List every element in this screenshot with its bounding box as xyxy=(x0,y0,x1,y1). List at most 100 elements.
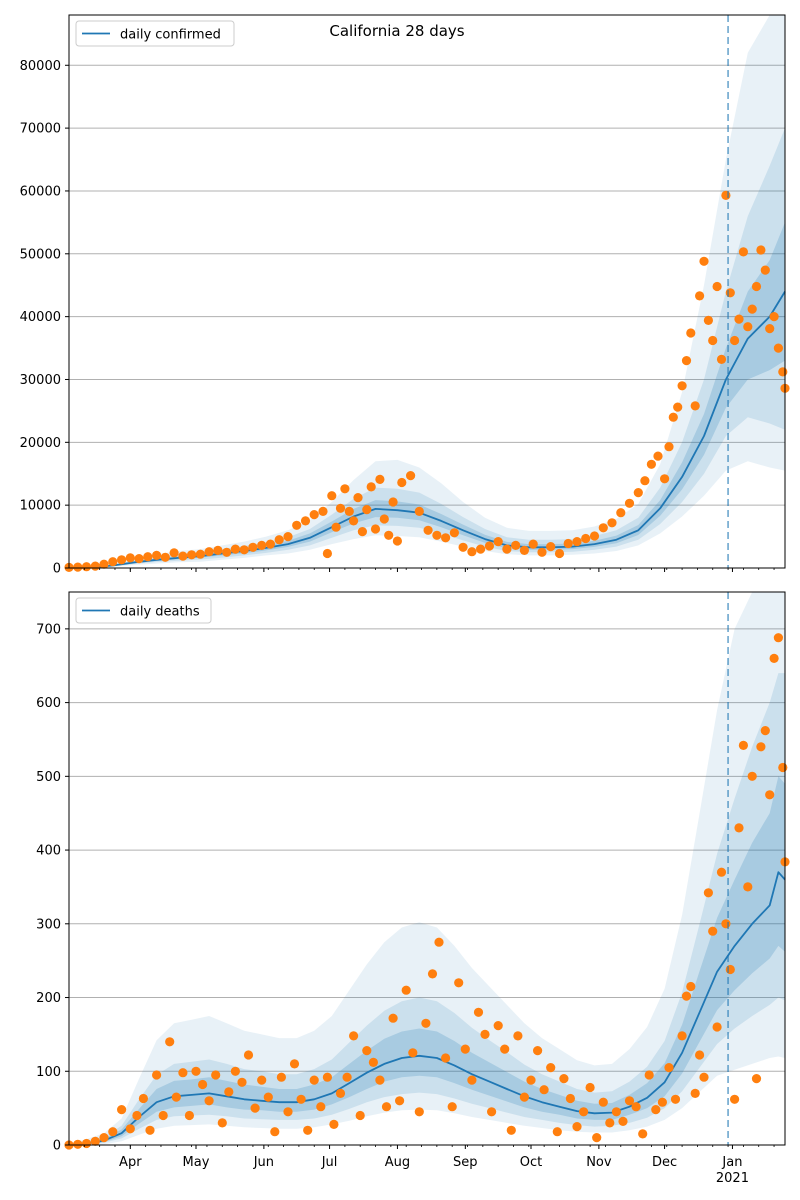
confirmed-observed-point xyxy=(699,256,709,266)
deaths-y-tick-label: 0 xyxy=(53,1139,61,1154)
deaths-y-tick-label: 300 xyxy=(36,917,61,932)
confirmed-observed-point xyxy=(300,516,311,526)
confirmed-observed-point xyxy=(406,471,416,481)
deaths-legend: daily deaths xyxy=(75,597,212,624)
confirmed-observed-point xyxy=(340,484,350,494)
confirmed-observed-point xyxy=(423,525,433,535)
confirmed-legend: daily confirmed xyxy=(75,20,235,47)
deaths-observed-point xyxy=(644,1070,654,1080)
confirmed-observed-point xyxy=(703,315,714,325)
confirmed-observed-point xyxy=(432,530,442,540)
deaths-observed-point xyxy=(217,1118,227,1128)
deaths-observed-point xyxy=(579,1107,589,1117)
deaths-observed-point xyxy=(480,1029,490,1039)
deaths-observed-point xyxy=(237,1077,247,1087)
confirmed-chart-panel: 0 10000 20000 30000 40000 50000 60000 70000 8000… xyxy=(20,14,790,577)
deaths-observed-point xyxy=(670,1094,681,1104)
deaths-observed-point xyxy=(408,1048,418,1058)
deaths-observed-point xyxy=(335,1088,346,1098)
confirmed-observed-point xyxy=(292,520,302,530)
deaths-observed-point xyxy=(296,1094,306,1104)
confirmed-observed-point xyxy=(607,518,617,528)
confirmed-observed-point xyxy=(484,541,494,551)
confirmed-gridlines xyxy=(69,64,785,506)
month-label: Aug xyxy=(385,1155,410,1170)
deaths-observed-point xyxy=(401,985,411,995)
confirmed-observed-point xyxy=(143,552,153,562)
confirmed-observed-point xyxy=(81,562,92,572)
confirmed-observed-point xyxy=(528,539,538,549)
confirmed-observed-point xyxy=(511,540,521,551)
confirmed-y-tick-label: 70000 xyxy=(20,122,61,137)
confirmed-legend-box xyxy=(75,20,235,47)
confirmed-observed-point xyxy=(773,343,784,353)
confirmed-y-tick-label: 10000 xyxy=(20,499,61,514)
deaths-legend-label: daily deaths xyxy=(120,605,200,620)
confirmed-observed-point xyxy=(519,545,530,556)
confirmed-observed-point xyxy=(668,412,678,422)
deaths-observed-point xyxy=(519,1092,530,1102)
confirmed-observed-point xyxy=(738,247,749,257)
confirmed-observed-point xyxy=(467,547,477,557)
deaths-observed-point xyxy=(631,1102,641,1112)
confirmed-observed-point xyxy=(546,542,556,552)
confirmed-y-tick-label: 80000 xyxy=(20,59,61,74)
deaths-observed-point xyxy=(250,1103,260,1113)
deaths-observed-point xyxy=(533,1046,543,1056)
deaths-observed-point xyxy=(138,1093,148,1104)
deaths-observed-point xyxy=(178,1068,188,1078)
confirmed-observed-point xyxy=(734,314,744,324)
confirmed-observed-point xyxy=(756,245,766,255)
deaths-observed-point xyxy=(81,1138,92,1149)
deaths-observed-point xyxy=(454,978,464,988)
confirmed-observed-point xyxy=(677,381,687,391)
deaths-observed-point xyxy=(493,1021,503,1031)
confirmed-observed-point xyxy=(646,459,657,469)
confirmed-observed-point xyxy=(379,514,389,524)
confirmed-observed-point xyxy=(743,322,753,332)
confirmed-observed-point xyxy=(708,335,718,346)
deaths-y-axis: 0 100 200 300 400 500 600 700 xyxy=(36,622,69,1154)
confirmed-observed-point xyxy=(99,559,109,569)
confirmed-y-axis: 0 10000 20000 30000 40000 50000 60000 70000 8000… xyxy=(20,59,69,577)
deaths-observed-point xyxy=(171,1092,181,1102)
deaths-observed-point xyxy=(743,882,753,892)
deaths-observed-point xyxy=(677,1031,687,1041)
deaths-observed-point xyxy=(257,1075,267,1085)
confirmed-observed-point xyxy=(230,544,240,554)
confirmed-observed-point xyxy=(344,506,354,516)
deaths-observed-point xyxy=(487,1107,497,1117)
confirmed-observed-point xyxy=(108,557,118,567)
confirmed-observed-point xyxy=(725,288,735,298)
deaths-observed-point xyxy=(624,1096,635,1106)
deaths-observed-point xyxy=(756,742,766,752)
confirmed-observed-point xyxy=(117,555,127,565)
confirmed-y-tick-label: 0 xyxy=(53,562,61,577)
confirmed-observed-point xyxy=(581,533,591,544)
confirmed-observed-point xyxy=(73,562,83,572)
confirmed-observed-point xyxy=(563,538,573,549)
confirmed-y-tick-label: 20000 xyxy=(20,436,61,451)
deaths-observed-point xyxy=(699,1072,709,1082)
confirmed-observed-point xyxy=(204,547,214,557)
deaths-observed-point xyxy=(751,1074,762,1084)
confirmed-observed-point xyxy=(598,523,608,533)
deaths-observed-point xyxy=(355,1110,365,1121)
deaths-observed-point xyxy=(427,969,438,979)
deaths-observed-point xyxy=(773,633,784,643)
confirmed-observed-point xyxy=(640,476,650,486)
deaths-observed-point xyxy=(204,1096,214,1106)
deaths-observed-point xyxy=(716,867,727,877)
deaths-observed-point xyxy=(388,1013,398,1023)
deaths-observed-point xyxy=(526,1075,536,1085)
deaths-observed-point xyxy=(721,919,731,929)
confirmed-observed-point xyxy=(239,545,249,555)
confirmed-observed-point xyxy=(716,354,727,364)
deaths-observed-point xyxy=(375,1075,385,1085)
deaths-observed-point xyxy=(473,1007,484,1017)
confirmed-observed-point xyxy=(695,291,705,301)
deaths-observed-point xyxy=(342,1072,352,1082)
confirmed-observed-point xyxy=(318,506,328,516)
month-label: Jun xyxy=(253,1155,274,1170)
deaths-observed-point xyxy=(513,1031,523,1041)
